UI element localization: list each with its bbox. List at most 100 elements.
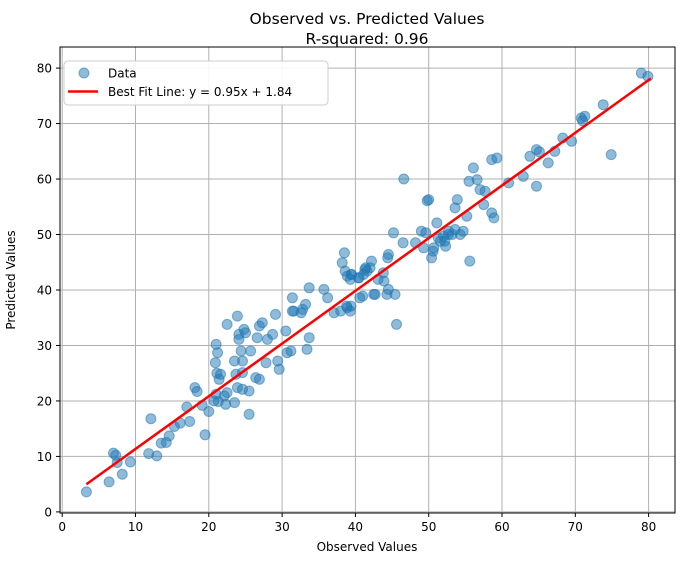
y-tick-label: 40 [37,283,52,297]
scatter-point [301,343,313,355]
scatter-point [420,227,432,239]
x-tick-label: 40 [348,520,363,534]
scatter-point [212,347,224,359]
scatter-point [243,385,255,397]
scatter-point [605,149,617,161]
scatter-point [344,305,356,317]
scatter-point [151,450,163,462]
scatter-point [491,152,503,164]
y-tick-label: 20 [37,394,52,408]
scatter-point [577,115,589,127]
scatter-point [488,212,500,224]
scatter-point [295,307,307,319]
scatter-point [339,265,351,277]
x-axis-label: Observed Values [317,540,418,554]
legend-label-fit: Best Fit Line: y = 0.95x + 1.84 [108,85,292,99]
scatter-point [471,174,483,186]
axis-ticks: 0 10 20 30 40 50 60 70 80 0 10 20 30 40 50 60 70 80 [37,62,657,534]
grid-lines [60,47,675,513]
y-axis-label: Predicted Values [4,230,18,329]
scatter-point [270,308,281,320]
scatter-point [542,157,554,169]
scatter-point [286,305,298,317]
y-tick-label: 10 [37,450,52,464]
scatter-point [344,273,356,285]
scatter-point [467,162,479,174]
scatter-point [397,237,409,249]
scatter-point [229,355,240,367]
scatter-point [251,332,263,344]
scatter-point [464,255,476,267]
scatter-point [423,194,435,206]
chart-title: Observed vs. Predicted Values [250,10,485,28]
scatter-point [209,357,221,369]
scatter-point [243,408,255,420]
scatter-point [524,150,536,162]
scatter-point [388,227,399,239]
x-tick-label: 10 [128,520,143,534]
scatter-point [426,252,438,264]
legend-box [63,60,329,106]
x-tick-label: 60 [494,520,509,534]
data-marker-icon [78,67,90,79]
legend-label-data: Data [108,67,137,81]
scatter-point [322,292,334,304]
scatter-point [221,318,233,330]
scatter-point [286,292,298,304]
scatter-point [261,333,273,345]
scatter-point [272,355,284,367]
x-tick-label: 70 [568,520,583,534]
scatter-point [238,323,250,335]
y-tick-label: 60 [37,173,52,187]
scatter-point [382,283,394,295]
scatter-point [454,229,466,240]
scatter-point [220,398,232,410]
x-tick-label: 50 [421,520,436,534]
scatter-point [203,406,215,417]
scatter-point [191,386,203,397]
scatter-point [391,318,402,330]
scatter-point [124,456,136,468]
scatter-point [354,292,366,304]
x-tick-label: 0 [58,520,66,534]
scatter-point [338,247,350,259]
scatter-point [597,99,609,111]
scatter-point [531,180,542,192]
scatter-point [229,397,240,409]
scatter-point [533,146,545,158]
y-tick-label: 0 [44,505,52,519]
scatter-point [440,240,452,252]
scatter-point [303,282,315,294]
scatter-point [80,486,92,498]
scatter-point [116,468,128,480]
scatter-point [382,249,394,260]
scatter-point [199,429,211,441]
y-tick-label: 80 [37,62,52,76]
scatter-point [103,476,115,488]
scatter-point [213,373,225,385]
scatter-point [253,373,265,385]
x-tick-label: 30 [274,520,289,534]
best-fit-line [85,77,652,486]
y-tick-label: 30 [37,339,52,353]
scatter-point [256,317,268,329]
legend: Data Best Fit Line: y = 0.95x + 1.84 [63,60,329,106]
plot-border [59,46,676,514]
scatter-point [235,345,247,357]
scatter-point [231,310,243,322]
scatter-point [398,173,410,185]
scatter-point [281,347,293,359]
x-tick-label: 80 [641,520,656,534]
scatter-point [245,345,257,357]
scatter-point [369,288,381,300]
scatter-point [431,217,443,229]
scatter-points [80,67,654,498]
scatter-point [145,413,157,425]
x-tick-label: 20 [201,520,216,534]
scatter-point [280,325,292,337]
scatter-point [300,298,312,310]
y-tick-label: 70 [37,117,52,131]
y-tick-label: 50 [37,228,52,242]
